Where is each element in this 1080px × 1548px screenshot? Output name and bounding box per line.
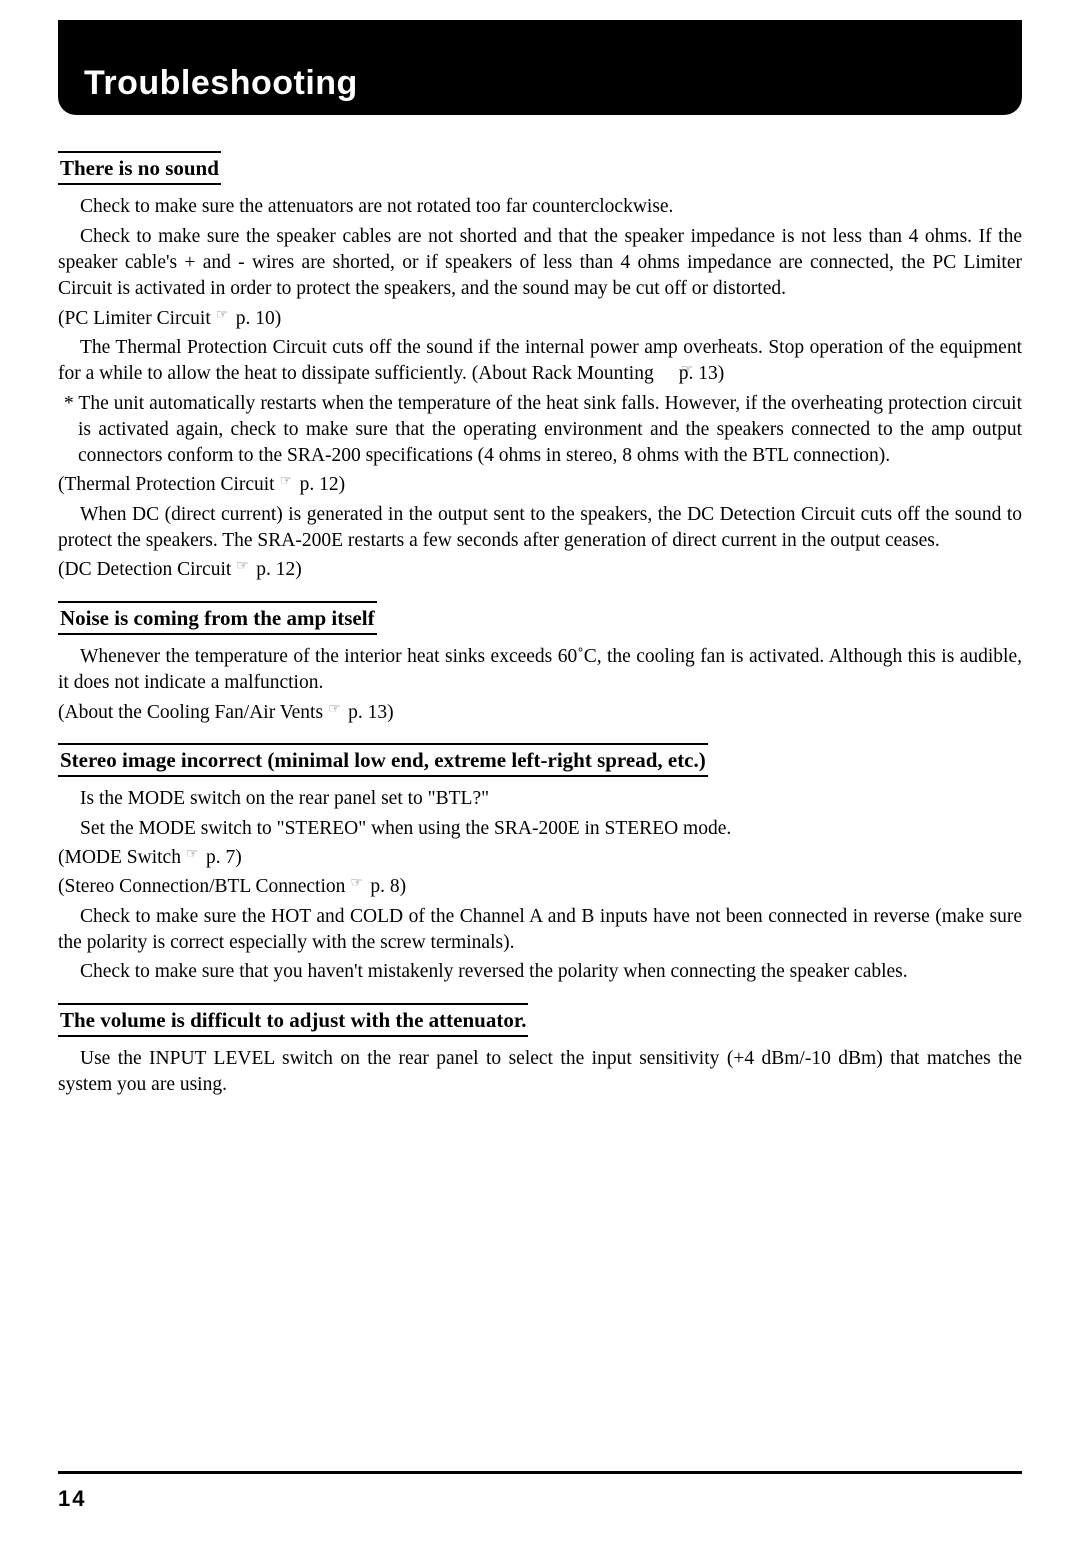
hand-pointer-icon <box>328 705 343 718</box>
sections-container: There is no sound Check to make sure the … <box>58 137 1022 1099</box>
ref-label: (About the Cooling Fan/Air Vents <box>58 702 323 723</box>
section-heading: There is no sound <box>58 151 221 185</box>
page-content: There is no sound Check to make sure the … <box>58 137 1022 1099</box>
hand-pointer-icon <box>186 850 201 863</box>
section-heading: Noise is coming from the amp itself <box>58 601 377 635</box>
page-reference: (MODE Switch p. 7) <box>58 845 1022 871</box>
paragraph: When DC (direct current) is generated in… <box>58 502 1022 555</box>
hand-pointer-icon <box>659 366 674 379</box>
page-reference: (DC Detection Circuit p. 12) <box>58 557 1022 583</box>
page-reference: (About the Cooling Fan/Air Vents p. 13) <box>58 700 1022 726</box>
paragraph: Check to make sure the attenuators are n… <box>58 194 1022 220</box>
paragraph-text: The Thermal Protection Circuit cuts off … <box>58 337 1022 384</box>
paragraph: Is the MODE switch on the rear panel set… <box>58 786 1022 812</box>
ref-page: p. 12) <box>300 474 346 495</box>
page-title: Troubleshooting <box>84 64 996 103</box>
paragraph: Set the MODE switch to "STEREO" when usi… <box>58 816 1022 842</box>
paragraph: Whenever the temperature of the interior… <box>58 644 1022 697</box>
paragraph: Use the INPUT LEVEL switch on the rear p… <box>58 1046 1022 1099</box>
ref-label: (PC Limiter Circuit <box>58 308 211 329</box>
page-footer: 14 <box>58 1471 1022 1512</box>
ref-label: (MODE Switch <box>58 847 181 868</box>
ref-page: p. 10) <box>236 308 282 329</box>
page-reference: (PC Limiter Circuit p. 10) <box>58 306 1022 332</box>
paragraph-with-ref: The Thermal Protection Circuit cuts off … <box>58 335 1022 388</box>
ref-page: p. 8) <box>370 876 406 897</box>
paragraph: Check to make sure that you haven't mist… <box>58 959 1022 985</box>
section-heading: Stereo image incorrect (minimal low end,… <box>58 743 708 777</box>
ref-label: (Thermal Protection Circuit <box>58 474 275 495</box>
paragraph: Check to make sure the HOT and COLD of t… <box>58 904 1022 957</box>
ref-label: (Stereo Connection/BTL Connection <box>58 876 345 897</box>
note-paragraph: * The unit automatically restarts when t… <box>78 391 1022 470</box>
ref-page: p. 13) <box>348 702 394 723</box>
page-reference: (Thermal Protection Circuit p. 12) <box>58 472 1022 498</box>
hand-pointer-icon <box>280 477 295 490</box>
hand-pointer-icon <box>350 879 365 892</box>
page-number: 14 <box>58 1486 86 1511</box>
ref-page: p. 7) <box>206 847 242 868</box>
ref-page: p. 12) <box>256 559 302 580</box>
section-heading: The volume is difficult to adjust with t… <box>58 1003 528 1037</box>
page-reference: (Stereo Connection/BTL Connection p. 8) <box>58 874 1022 900</box>
ref-label: (DC Detection Circuit <box>58 559 231 580</box>
hand-pointer-icon <box>236 562 251 575</box>
hand-pointer-icon <box>216 311 231 324</box>
paragraph: Check to make sure the speaker cables ar… <box>58 224 1022 303</box>
page-header: Troubleshooting <box>58 20 1022 115</box>
